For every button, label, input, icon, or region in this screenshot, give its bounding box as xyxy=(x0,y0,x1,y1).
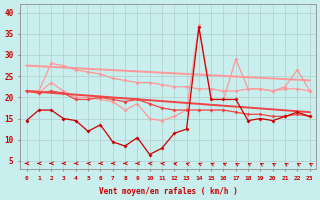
X-axis label: Vent moyen/en rafales ( km/h ): Vent moyen/en rafales ( km/h ) xyxy=(99,187,237,196)
